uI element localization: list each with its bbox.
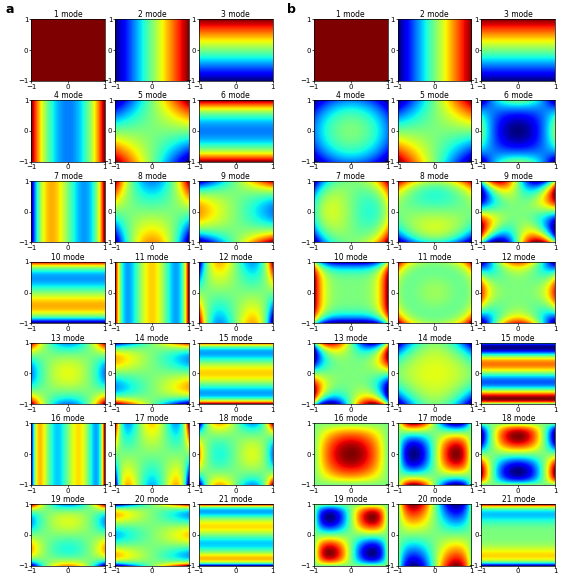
Title: 15 mode: 15 mode xyxy=(219,333,252,343)
Title: 6 mode: 6 mode xyxy=(222,91,250,100)
Title: 2 mode: 2 mode xyxy=(420,11,449,19)
Text: b: b xyxy=(287,3,296,16)
Title: 19 mode: 19 mode xyxy=(334,495,367,504)
Title: 4 mode: 4 mode xyxy=(54,91,82,100)
Title: 18 mode: 18 mode xyxy=(502,414,535,424)
Title: 2 mode: 2 mode xyxy=(137,11,166,19)
Title: 21 mode: 21 mode xyxy=(502,495,535,504)
Title: 14 mode: 14 mode xyxy=(417,333,451,343)
Title: 12 mode: 12 mode xyxy=(502,253,535,262)
Title: 1 mode: 1 mode xyxy=(336,11,365,19)
Title: 4 mode: 4 mode xyxy=(336,91,365,100)
Title: 15 mode: 15 mode xyxy=(502,333,535,343)
Text: a: a xyxy=(6,3,14,16)
Title: 7 mode: 7 mode xyxy=(336,172,365,181)
Title: 19 mode: 19 mode xyxy=(51,495,85,504)
Title: 11 mode: 11 mode xyxy=(135,253,169,262)
Title: 13 mode: 13 mode xyxy=(51,333,85,343)
Title: 17 mode: 17 mode xyxy=(135,414,169,424)
Title: 9 mode: 9 mode xyxy=(504,172,533,181)
Title: 9 mode: 9 mode xyxy=(222,172,250,181)
Title: 10 mode: 10 mode xyxy=(334,253,367,262)
Title: 5 mode: 5 mode xyxy=(420,91,449,100)
Title: 3 mode: 3 mode xyxy=(222,11,250,19)
Title: 12 mode: 12 mode xyxy=(219,253,252,262)
Title: 20 mode: 20 mode xyxy=(135,495,169,504)
Title: 6 mode: 6 mode xyxy=(504,91,533,100)
Title: 13 mode: 13 mode xyxy=(334,333,367,343)
Title: 20 mode: 20 mode xyxy=(417,495,451,504)
Title: 21 mode: 21 mode xyxy=(219,495,252,504)
Title: 8 mode: 8 mode xyxy=(420,172,449,181)
Title: 11 mode: 11 mode xyxy=(418,253,451,262)
Title: 16 mode: 16 mode xyxy=(51,414,85,424)
Title: 7 mode: 7 mode xyxy=(54,172,82,181)
Title: 17 mode: 17 mode xyxy=(417,414,451,424)
Title: 5 mode: 5 mode xyxy=(137,91,166,100)
Title: 1 mode: 1 mode xyxy=(54,11,82,19)
Title: 14 mode: 14 mode xyxy=(135,333,169,343)
Title: 16 mode: 16 mode xyxy=(334,414,367,424)
Title: 8 mode: 8 mode xyxy=(137,172,166,181)
Title: 10 mode: 10 mode xyxy=(51,253,85,262)
Title: 18 mode: 18 mode xyxy=(219,414,252,424)
Title: 3 mode: 3 mode xyxy=(504,11,533,19)
